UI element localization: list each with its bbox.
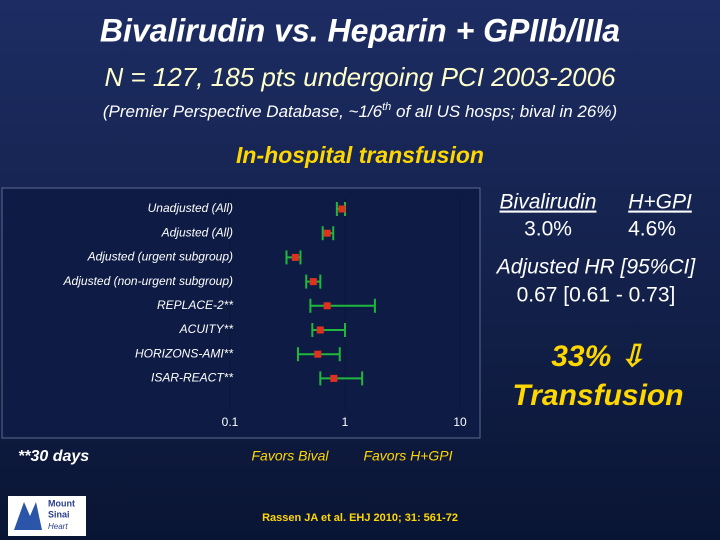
point-estimate [338, 205, 346, 213]
point-estimate [323, 302, 331, 310]
column-header: Bivalirudin [500, 191, 597, 214]
category-label: ACUITY** [179, 322, 234, 336]
category-label: ISAR-REACT** [151, 371, 233, 385]
x-tick-label: 0.1 [222, 415, 239, 429]
hr-label: Adjusted HR [95%CI] [495, 256, 697, 279]
x-axis-label: Favors H+GPI [363, 448, 452, 464]
x-tick-label: 1 [342, 415, 349, 429]
point-estimate [291, 253, 299, 261]
chart-panel [1, 187, 481, 439]
category-label: REPLACE-2** [157, 298, 233, 312]
hr-value: 0.67 [0.61 - 0.73] [517, 284, 676, 307]
point-estimate [330, 374, 338, 382]
category-label: HORIZONS-AMI** [135, 346, 233, 360]
category-label: Adjusted (All) [161, 225, 233, 239]
column-header: H+GPI [628, 191, 692, 214]
point-estimate [314, 350, 322, 358]
x-axis-label: Favors Bival [251, 448, 329, 464]
headline: Transfusion [512, 379, 683, 412]
subtitle: N = 127, 185 pts undergoing PCI 2003-200… [105, 62, 617, 92]
rate: 4.6% [628, 218, 676, 241]
category-label: Adjusted (urgent subgroup) [87, 250, 233, 264]
note-text: of all US hosps; bival in 26%) [391, 102, 617, 121]
section-title: In-hospital transfusion [236, 142, 484, 168]
note: (Premier Perspective Database, ~1/6th of… [103, 101, 617, 122]
logo-text: Sinai [48, 509, 70, 519]
footnote: **30 days [18, 448, 89, 465]
note-text: (Premier Perspective Database, ~1/6 [103, 102, 383, 121]
title: Bivalirudin vs. Heparin + GPIIb/IIIa [100, 12, 620, 48]
logo-text: Heart [48, 522, 68, 531]
rate: 3.0% [524, 218, 572, 241]
point-estimate [309, 278, 317, 286]
note-superscript: th [382, 101, 391, 113]
point-estimate [316, 326, 324, 334]
category-label: Adjusted (non-urgent subgroup) [63, 274, 233, 288]
x-tick-label: 10 [453, 415, 467, 429]
logo-icon [14, 502, 42, 530]
citation: Rassen JA et al. EHJ 2010; 31: 561-72 [262, 512, 458, 524]
headline: 33% ⇩ [551, 340, 645, 373]
category-label: Unadjusted (All) [148, 201, 233, 215]
logo-text: Mount [48, 498, 75, 508]
point-estimate [323, 229, 331, 237]
